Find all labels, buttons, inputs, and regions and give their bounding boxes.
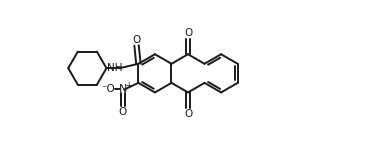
Text: ⁻O: ⁻O [101,85,115,95]
Text: NH: NH [107,63,122,73]
Text: +: + [125,81,131,90]
Text: O: O [184,28,192,38]
Text: O: O [184,109,192,119]
Text: N: N [119,85,127,95]
Text: O: O [132,34,141,45]
Text: O: O [119,107,127,117]
